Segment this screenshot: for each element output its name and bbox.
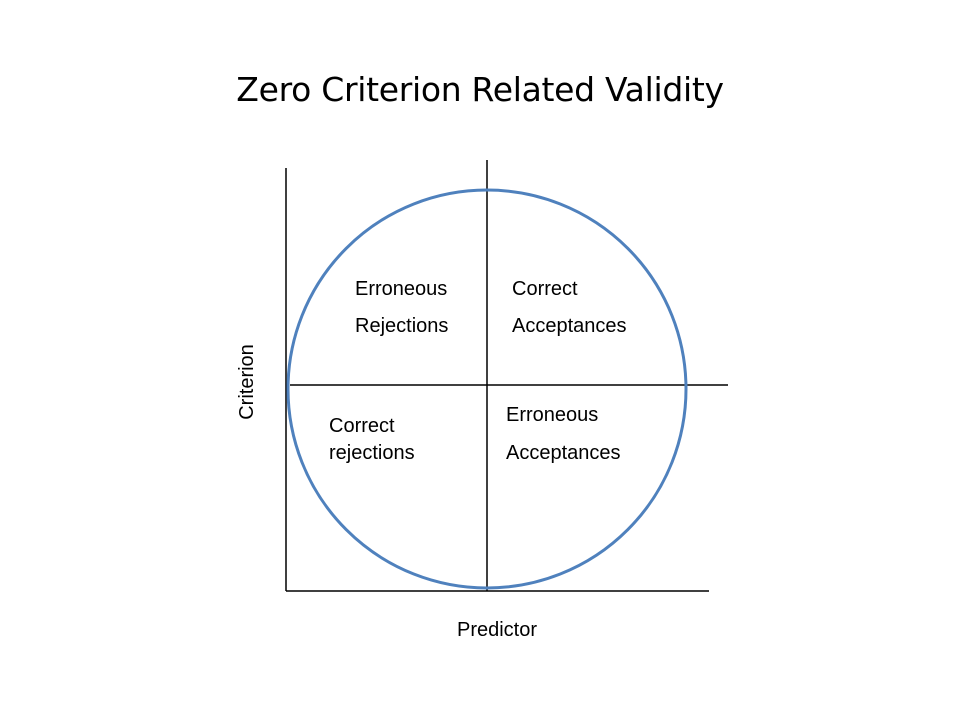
quadrant-top-left-line1: Erroneous [355,278,447,300]
quadrant-top-left-line2: Rejections [355,315,448,337]
slide-title: Zero Criterion Related Validity [236,70,724,109]
quadrant-bottom-left-line1: Correct [329,415,395,437]
scatter-circle [286,188,688,590]
quadrant-top-right-line1: Correct [512,278,578,300]
quadrant-bottom-right-line1: Erroneous [506,404,598,426]
y-axis-label: Criterion [236,344,258,420]
quadrant-top-right-line2: Acceptances [512,315,627,337]
x-axis-label: Predictor [457,619,537,641]
quadrant-bottom-left-line2: rejections [329,442,415,464]
quadrant-bottom-right-line2: Acceptances [506,442,621,464]
